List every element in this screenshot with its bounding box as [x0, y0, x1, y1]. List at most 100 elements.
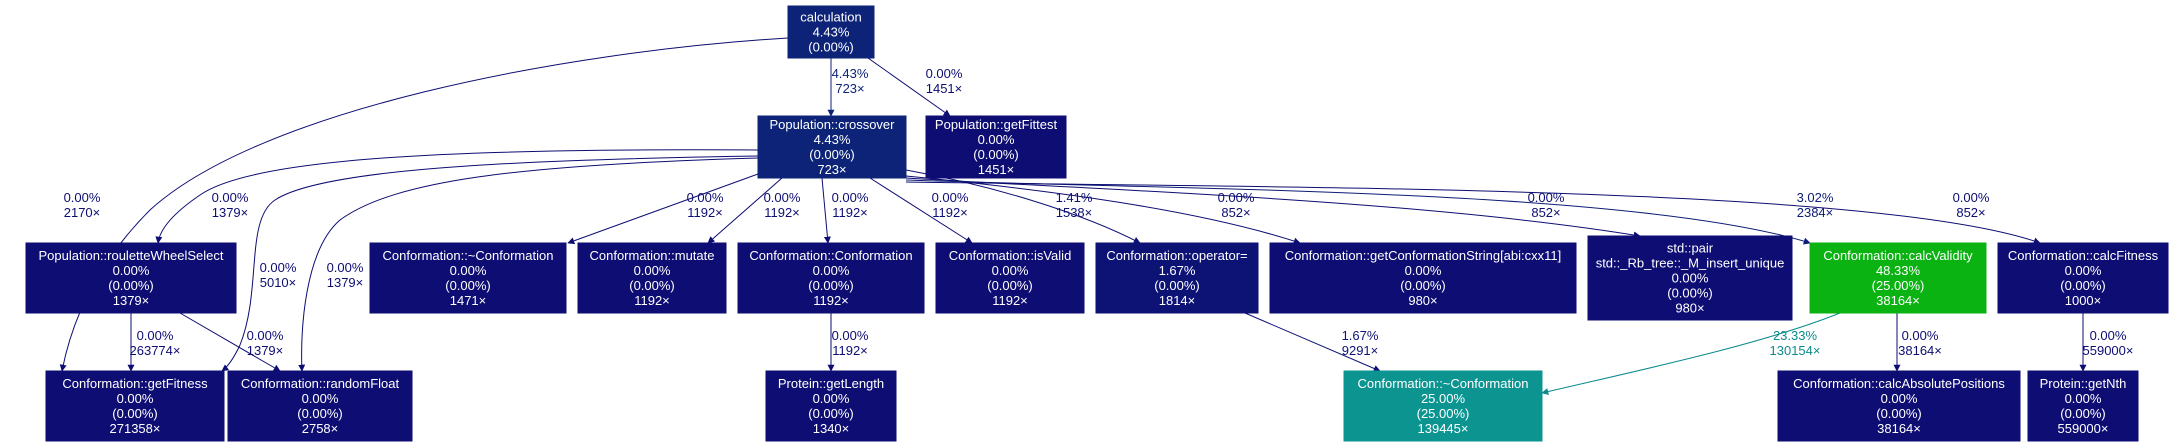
node-box	[1343, 370, 1543, 442]
edge-label-line: 5010×	[260, 275, 297, 290]
node-mutate[interactable]: Conformation::mutate 0.00% (0.00%) 1192×	[577, 242, 727, 314]
edge-calculation-to-getFitness: 0.00% 2170×	[59, 37, 789, 372]
edge-rouletteWheelSelect-to-getFitness: 0.00% 263774×	[127, 313, 180, 372]
node-label-line: (0.00%)	[108, 278, 154, 293]
edge-label-line: 0.00%	[64, 190, 101, 205]
edge-label: 0.00% 1379×	[247, 328, 284, 358]
node-label: Conformation::~Conformation 0.00% (0.00%) 1…	[383, 248, 554, 308]
edge-label: 0.00% 5010×	[260, 260, 297, 290]
edge-label-line: 1192×	[764, 205, 800, 220]
node-label: Conformation::getConformationString[abi:…	[1285, 248, 1562, 308]
edge-calcFitness-to-getNth: 0.00% 559000×	[2079, 313, 2133, 372]
node-label-line: (0.00%)	[973, 147, 1019, 162]
node-randomFloat[interactable]: Conformation::randomFloat 0.00% (0.00%) 275…	[227, 370, 413, 442]
node-label-line: (0.00%)	[2060, 406, 2106, 421]
edge-crossover-to-rouletteWheelSelect: 0.00% 1379×	[155, 149, 759, 244]
edge-label-line: 1379×	[247, 343, 284, 358]
node-label-line: Conformation::getConformationString[abi:…	[1285, 248, 1562, 263]
edge-label: 0.00% 1379×	[327, 260, 364, 290]
edge-label: 1.67% 9291×	[1342, 328, 1379, 358]
node-label: Protein::getLength 0.00% (0.00%) 1340×	[778, 376, 884, 436]
node-getConfString[interactable]: Conformation::getConformationString[abi:…	[1269, 242, 1577, 314]
node-calcFitness[interactable]: Conformation::calcFitness 0.00% (0.00%) 100…	[1997, 242, 2169, 314]
node-box	[2027, 370, 2139, 442]
node-label-line: 2758×	[302, 421, 339, 436]
edge-calcValidity-to-dtor2: 23.33% 130154×	[1541, 312, 1841, 395]
node-calcValidity[interactable]: Conformation::calcValidity 48.33% (25.00%)…	[1809, 242, 1987, 314]
edge-line	[298, 157, 759, 372]
edge-label: 23.33% 130154×	[1770, 328, 1821, 358]
node-label-line: 271358×	[110, 421, 161, 436]
edge-label: 0.00% 852×	[1953, 190, 1990, 220]
node-calcAbsPos[interactable]: Conformation::calcAbsolutePositions 0.00%…	[1777, 370, 2021, 442]
node-label-line: 1340×	[813, 421, 850, 436]
edge-label-line: 852×	[1531, 205, 1560, 220]
edge-label-line: 1192×	[832, 343, 868, 358]
node-label-line: 25.00%	[1421, 391, 1466, 406]
node-rbtree[interactable]: std::pair std::_Rb_tree::_M_insert_unique…	[1587, 235, 1793, 321]
node-label-line: (0.00%)	[1400, 278, 1446, 293]
node-label-line: 1000×	[2065, 293, 2102, 308]
node-calculation[interactable]: calculation 4.43% (0.00%)	[787, 5, 875, 59]
edge-label: 0.00% 1192×	[832, 190, 869, 220]
node-label-line: Conformation::calcAbsolutePositions	[1793, 376, 2005, 391]
node-crossover[interactable]: Population::crossover 4.43% (0.00%) 723×	[757, 115, 907, 179]
edge-label-line: 852×	[1221, 205, 1250, 220]
node-label: Protein::getNth 0.00% (0.00%) 559000×	[2040, 376, 2127, 436]
node-label: Conformation::operator= 1.67% (0.00%) 1814×	[1106, 248, 1247, 308]
node-getFittest[interactable]: Population::getFittest 0.00% (0.00%) 1451×	[925, 115, 1067, 179]
node-label-line: 0.00%	[813, 263, 850, 278]
node-label-line: (0.00%)	[629, 278, 675, 293]
edge-crossover-to-randomFloat: 0.00% 1379×	[298, 157, 759, 372]
node-label-line: 48.33%	[1876, 263, 1921, 278]
edge-label-line: 0.00%	[2090, 328, 2127, 343]
edge-crossover-to-mutate: 0.00% 1192×	[707, 177, 801, 244]
node-getLength[interactable]: Protein::getLength 0.00% (0.00%) 1340×	[765, 370, 897, 442]
edge-line	[567, 173, 759, 245]
node-label-line: Population::crossover	[769, 117, 895, 132]
node-box	[935, 242, 1085, 314]
node-dtor1[interactable]: Conformation::~Conformation 0.00% (0.00%) 1…	[369, 242, 567, 314]
edge-label-line: 0.00%	[247, 328, 284, 343]
node-label: std::pair std::_Rb_tree::_M_insert_unique…	[1596, 241, 1785, 316]
edge-label: 0.00% 852×	[1528, 190, 1565, 220]
node-label-line: 0.00%	[634, 263, 671, 278]
node-label-line: (0.00%)	[809, 147, 855, 162]
edge-label: 3.02% 2384×	[1797, 190, 1834, 220]
edge-label: 4.43% 723×	[832, 66, 869, 96]
node-label-line: std::_Rb_tree::_M_insert_unique	[1596, 256, 1785, 271]
node-label: Conformation::~Conformation 25.00% (25.00%…	[1358, 376, 1529, 436]
node-getFitness[interactable]: Conformation::getFitness 0.00% (0.00%) 2713…	[45, 370, 225, 442]
edge-label-line: 130154×	[1770, 343, 1821, 358]
edge-label-line: 1379×	[327, 275, 364, 290]
node-label: Conformation::calcAbsolutePositions 0.00%…	[1793, 376, 2005, 436]
node-getNth[interactable]: Protein::getNth 0.00% (0.00%) 559000×	[2027, 370, 2139, 442]
edge-line	[1244, 312, 1381, 372]
node-operatorEq[interactable]: Conformation::operator= 1.67% (0.00%) 1814×	[1095, 242, 1259, 314]
edge-label: 0.00% 1192×	[832, 328, 869, 358]
node-label: Conformation::calcValidity 48.33% (25.00%)…	[1823, 248, 1973, 308]
edge-label: 0.00% 2170×	[64, 190, 101, 220]
node-dtor2[interactable]: Conformation::~Conformation 25.00% (25.00%…	[1343, 370, 1543, 442]
edge-line	[59, 37, 789, 372]
node-label-line: 1451×	[978, 162, 1015, 177]
node-isValid[interactable]: Conformation::isValid 0.00% (0.00%) 1192×	[935, 242, 1085, 314]
node-box	[765, 370, 897, 442]
node-label: Population::getFittest 0.00% (0.00%) 1451×	[935, 117, 1058, 177]
node-ctor[interactable]: Conformation::Conformation 0.00% (0.00%) 11…	[737, 242, 925, 314]
node-label-line: 0.00%	[302, 391, 339, 406]
node-box	[737, 242, 925, 314]
node-label-line: (0.00%)	[2060, 278, 2106, 293]
edge-label-line: 0.00%	[764, 190, 801, 205]
edge-line	[821, 177, 831, 244]
node-label: Conformation::randomFloat 0.00% (0.00%) 275…	[241, 376, 400, 436]
edge-label-line: 0.00%	[932, 190, 969, 205]
node-label-line: 0.00%	[1881, 391, 1918, 406]
edge-label-line: 723×	[835, 81, 864, 96]
node-label-line: 1379×	[113, 293, 150, 308]
node-box	[757, 115, 907, 179]
node-label: Conformation::getFitness 0.00% (0.00%) 2713…	[62, 376, 208, 436]
node-box	[577, 242, 727, 314]
node-rouletteWheelSelect[interactable]: Population::rouletteWheelSelect 0.00% (0.0…	[25, 242, 237, 314]
node-box	[25, 242, 237, 314]
